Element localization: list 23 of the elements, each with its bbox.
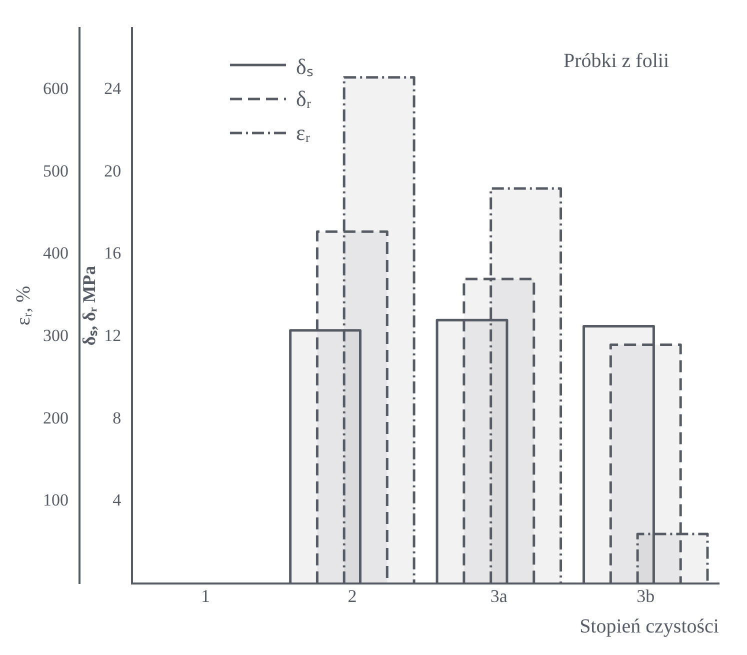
y-tick-label: 20	[104, 161, 122, 180]
y-axis-title: δₛ, δᵣ MPa	[78, 266, 99, 346]
y2-tick-label: 400	[43, 244, 68, 263]
y-tick-label: 24	[104, 79, 122, 98]
y2-tick-label: 100	[43, 490, 68, 510]
x-tick-label: 3a	[490, 586, 508, 606]
x-axis-title: Stopień czystości	[580, 615, 720, 638]
y-tick-label: 16	[104, 244, 122, 263]
y-tick-label: 4	[112, 490, 122, 510]
annotation: Próbki z folii	[563, 50, 669, 73]
y2-tick-label: 500	[43, 161, 68, 180]
x-tick-label: 3b	[636, 586, 655, 606]
y2-tick-label: 200	[43, 408, 68, 428]
y-tick-label: 12	[104, 326, 122, 346]
x-tick-label: 2	[348, 586, 357, 606]
legend-label: δᵣ	[296, 86, 312, 112]
y-tick-label: 8	[112, 408, 122, 428]
y2-axis-title: εᵣ, %	[12, 286, 34, 326]
legend-label: δₛ	[296, 53, 314, 80]
y2-tick-label: 600	[43, 79, 68, 98]
legend-label: εᵣ	[296, 120, 310, 146]
x-tick-label: 1	[200, 586, 210, 606]
y2-tick-label: 300	[43, 326, 68, 346]
